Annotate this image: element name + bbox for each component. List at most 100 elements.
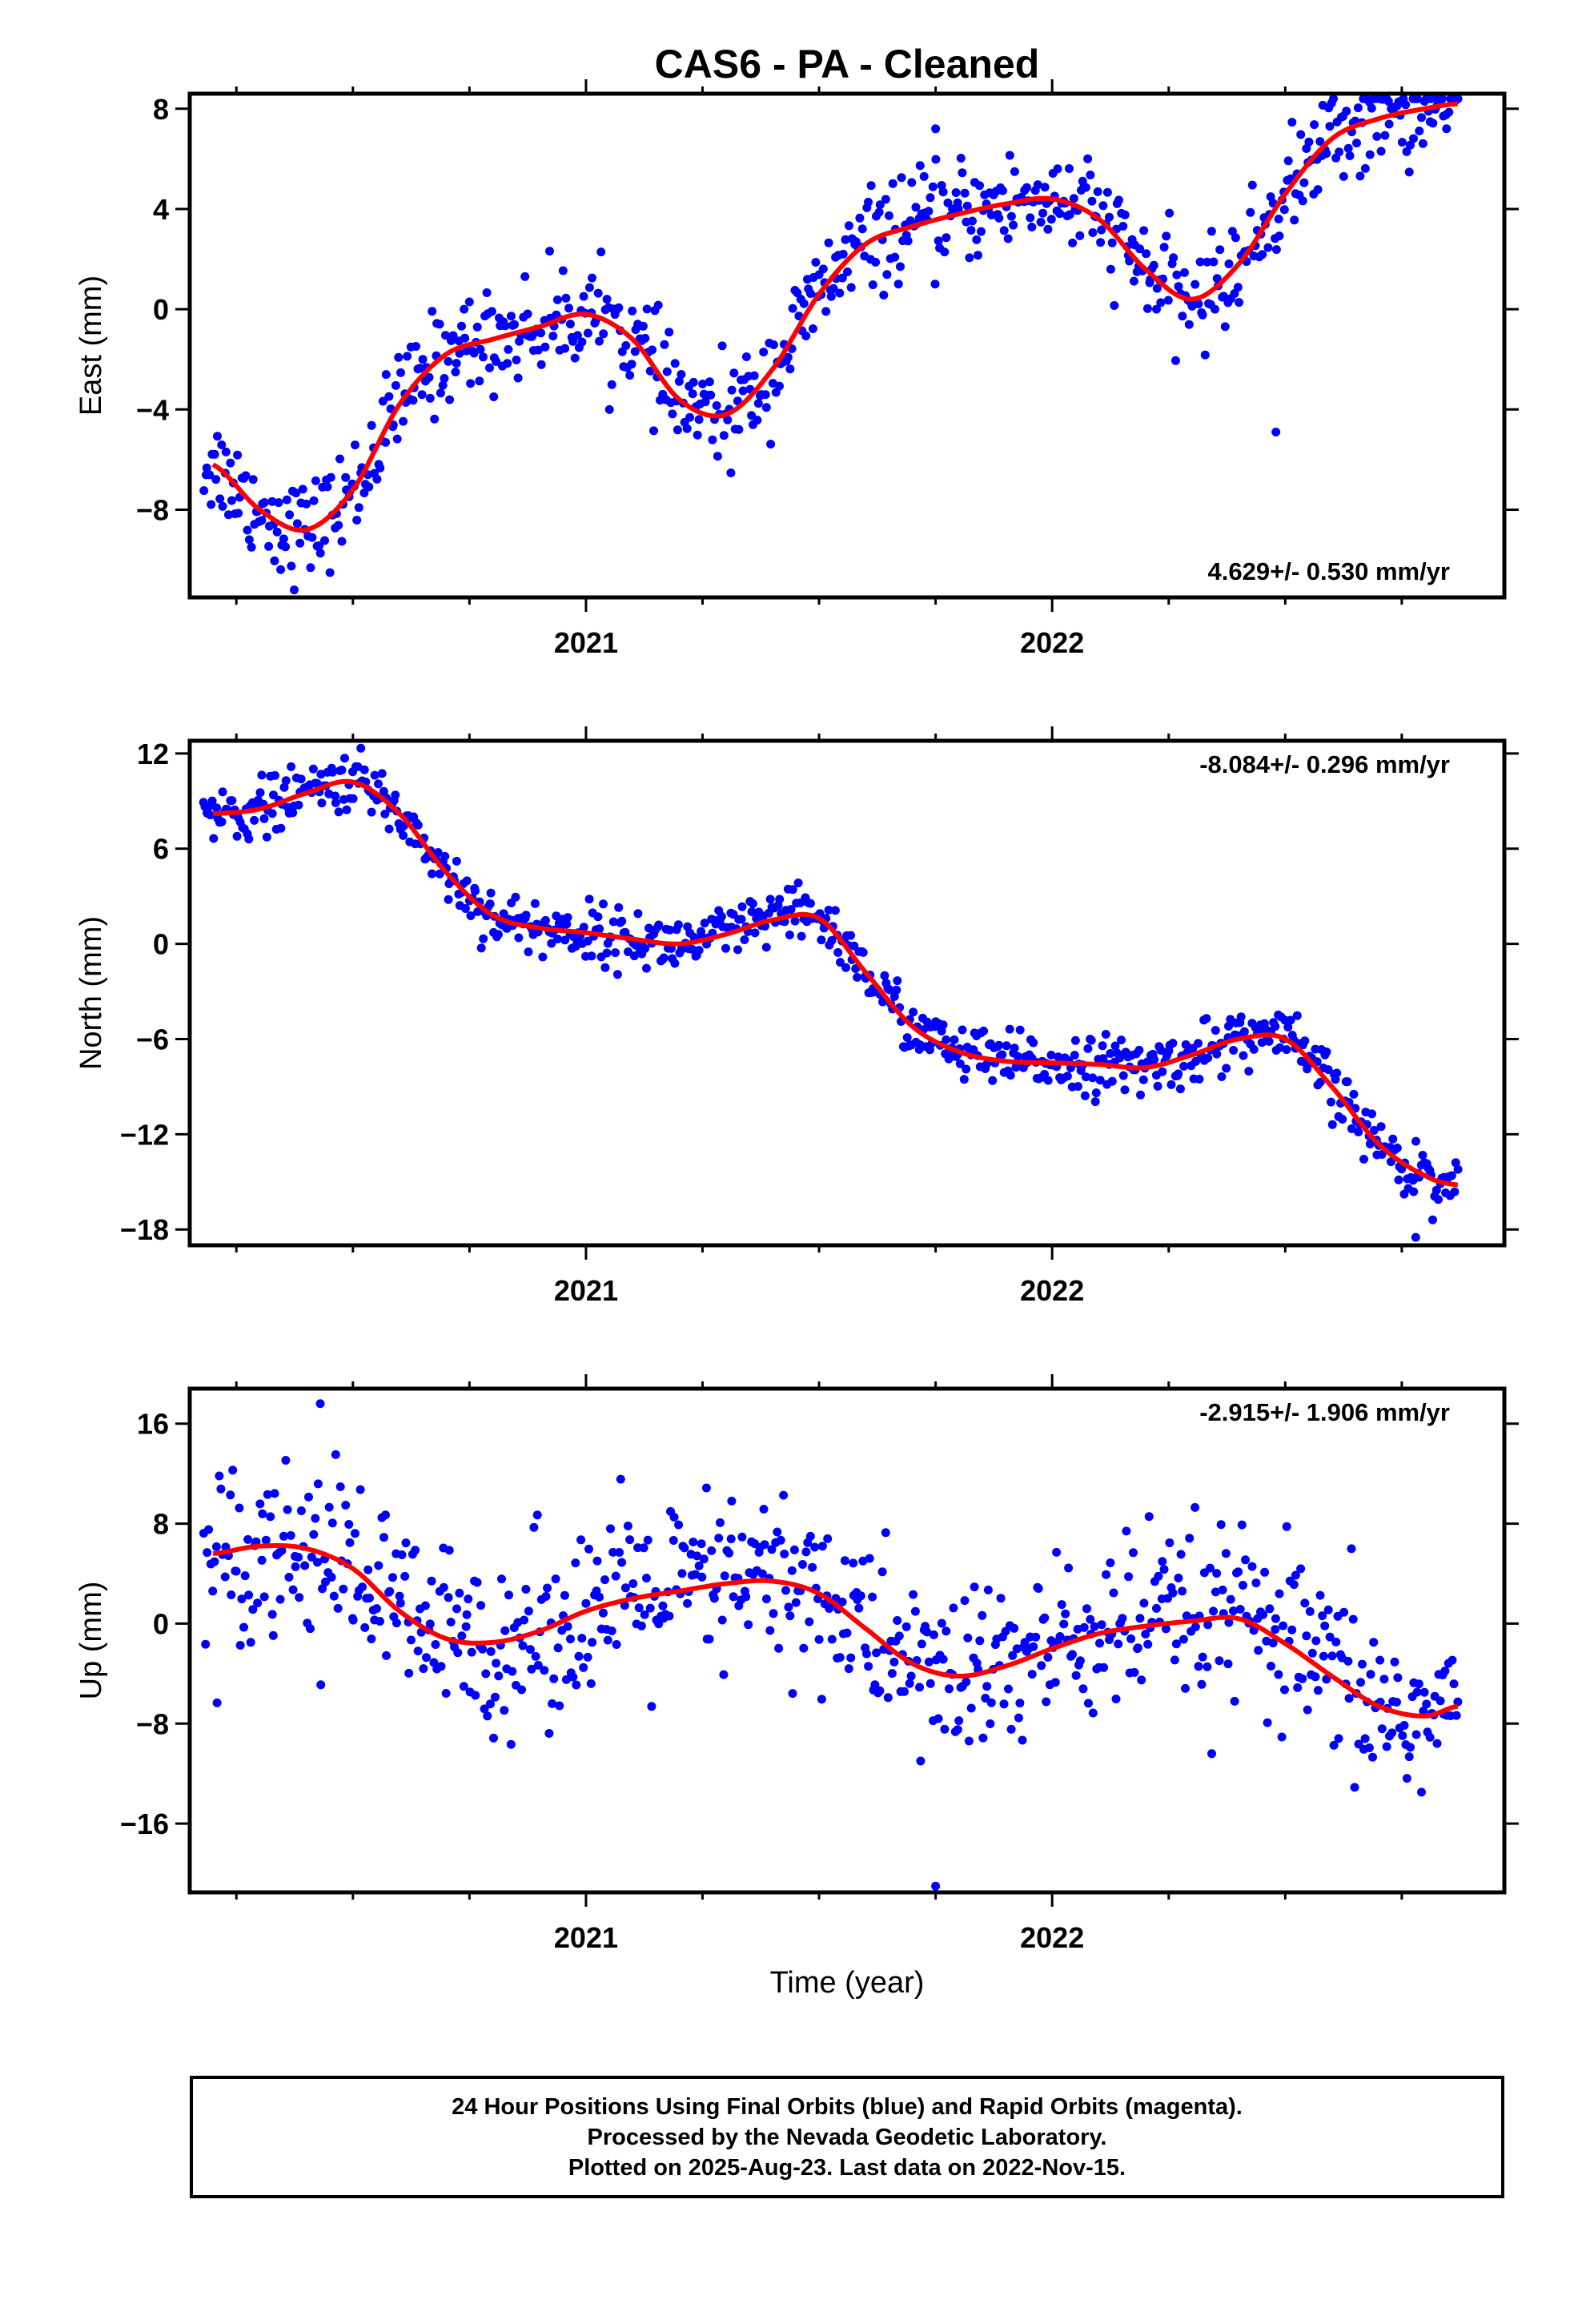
data-point bbox=[983, 1585, 993, 1594]
data-point bbox=[1271, 245, 1281, 255]
data-point bbox=[1418, 1151, 1427, 1160]
y-tick-label: 16 bbox=[137, 1408, 169, 1441]
data-point bbox=[1057, 1600, 1066, 1610]
east-points bbox=[199, 94, 1463, 595]
data-point bbox=[1222, 1063, 1231, 1073]
data-point bbox=[1322, 149, 1331, 159]
data-point bbox=[370, 770, 379, 780]
data-point bbox=[1042, 1697, 1051, 1707]
data-point bbox=[507, 312, 516, 321]
data-point bbox=[581, 1598, 591, 1608]
data-point bbox=[425, 393, 435, 403]
data-point bbox=[1451, 1158, 1460, 1168]
y-tick-label: −8 bbox=[136, 1707, 169, 1740]
data-point bbox=[318, 1584, 327, 1594]
data-point bbox=[955, 1059, 965, 1068]
data-point bbox=[1379, 1675, 1389, 1684]
data-point bbox=[966, 226, 976, 235]
data-point bbox=[929, 1630, 938, 1639]
data-point bbox=[1209, 1606, 1218, 1616]
data-point bbox=[440, 374, 449, 383]
data-point bbox=[388, 1573, 397, 1582]
data-point bbox=[701, 1483, 711, 1493]
data-point bbox=[327, 1573, 336, 1582]
data-point bbox=[962, 201, 972, 211]
data-point bbox=[949, 1603, 958, 1613]
data-point bbox=[1293, 1683, 1303, 1692]
data-point bbox=[341, 472, 351, 482]
data-point bbox=[579, 1663, 588, 1672]
data-point bbox=[271, 770, 279, 780]
data-point bbox=[741, 352, 751, 361]
data-point bbox=[654, 920, 664, 930]
data-point bbox=[700, 919, 709, 928]
data-point bbox=[334, 521, 343, 530]
data-point bbox=[248, 1605, 258, 1614]
data-point bbox=[243, 1534, 253, 1544]
data-point bbox=[1327, 1097, 1335, 1107]
data-point bbox=[887, 1669, 897, 1679]
data-point bbox=[627, 360, 636, 369]
data-point bbox=[295, 1593, 304, 1602]
data-point bbox=[982, 1059, 991, 1069]
data-point bbox=[521, 911, 531, 920]
data-point bbox=[937, 1618, 946, 1628]
data-point bbox=[1280, 1685, 1289, 1695]
data-point bbox=[311, 1514, 320, 1523]
north-frame bbox=[187, 738, 1507, 1248]
data-point bbox=[1054, 1052, 1063, 1062]
north-ticks: 12 6 0 −6 −12 −18 2021 2022 bbox=[120, 726, 1519, 1307]
data-point bbox=[1090, 1622, 1099, 1631]
data-point bbox=[568, 336, 578, 346]
data-point bbox=[439, 1582, 448, 1592]
data-point bbox=[1106, 1049, 1115, 1058]
data-point bbox=[1009, 220, 1018, 230]
data-point bbox=[988, 1076, 998, 1085]
data-point bbox=[866, 181, 876, 191]
data-point bbox=[323, 482, 332, 492]
data-point bbox=[588, 273, 596, 283]
data-point bbox=[473, 907, 483, 916]
data-point bbox=[1322, 1047, 1331, 1056]
data-point bbox=[720, 1571, 729, 1581]
data-point bbox=[883, 1693, 893, 1703]
data-point bbox=[824, 238, 833, 247]
data-point bbox=[975, 181, 984, 191]
data-point bbox=[331, 791, 340, 801]
data-point bbox=[268, 1630, 278, 1640]
y-tick-label: 8 bbox=[153, 93, 169, 126]
data-point bbox=[1198, 310, 1207, 320]
data-point bbox=[924, 1657, 934, 1667]
data-point bbox=[560, 344, 570, 353]
data-point bbox=[841, 963, 850, 972]
data-point bbox=[1332, 1068, 1342, 1078]
data-point bbox=[1300, 1036, 1310, 1046]
data-point bbox=[798, 1560, 807, 1569]
data-point bbox=[411, 1546, 420, 1555]
data-point bbox=[1303, 1064, 1312, 1074]
data-point bbox=[1360, 163, 1370, 173]
data-point bbox=[308, 764, 318, 774]
data-point bbox=[838, 249, 848, 259]
data-point bbox=[1364, 1743, 1374, 1752]
data-point bbox=[614, 903, 624, 912]
data-point bbox=[514, 933, 524, 943]
data-point bbox=[448, 331, 458, 340]
data-point bbox=[1265, 1604, 1275, 1614]
data-point bbox=[1061, 1609, 1070, 1618]
data-point bbox=[916, 1756, 926, 1766]
data-point bbox=[1206, 1563, 1215, 1573]
data-point bbox=[846, 931, 856, 940]
data-point bbox=[693, 430, 702, 440]
data-point bbox=[255, 788, 265, 798]
data-point bbox=[1339, 171, 1348, 181]
data-point bbox=[885, 985, 894, 995]
data-point bbox=[602, 295, 612, 304]
data-point bbox=[385, 1586, 395, 1596]
data-point bbox=[486, 888, 496, 898]
data-point bbox=[584, 1544, 593, 1554]
data-point bbox=[510, 320, 519, 329]
data-point bbox=[1139, 226, 1149, 235]
data-point bbox=[1377, 1724, 1387, 1734]
